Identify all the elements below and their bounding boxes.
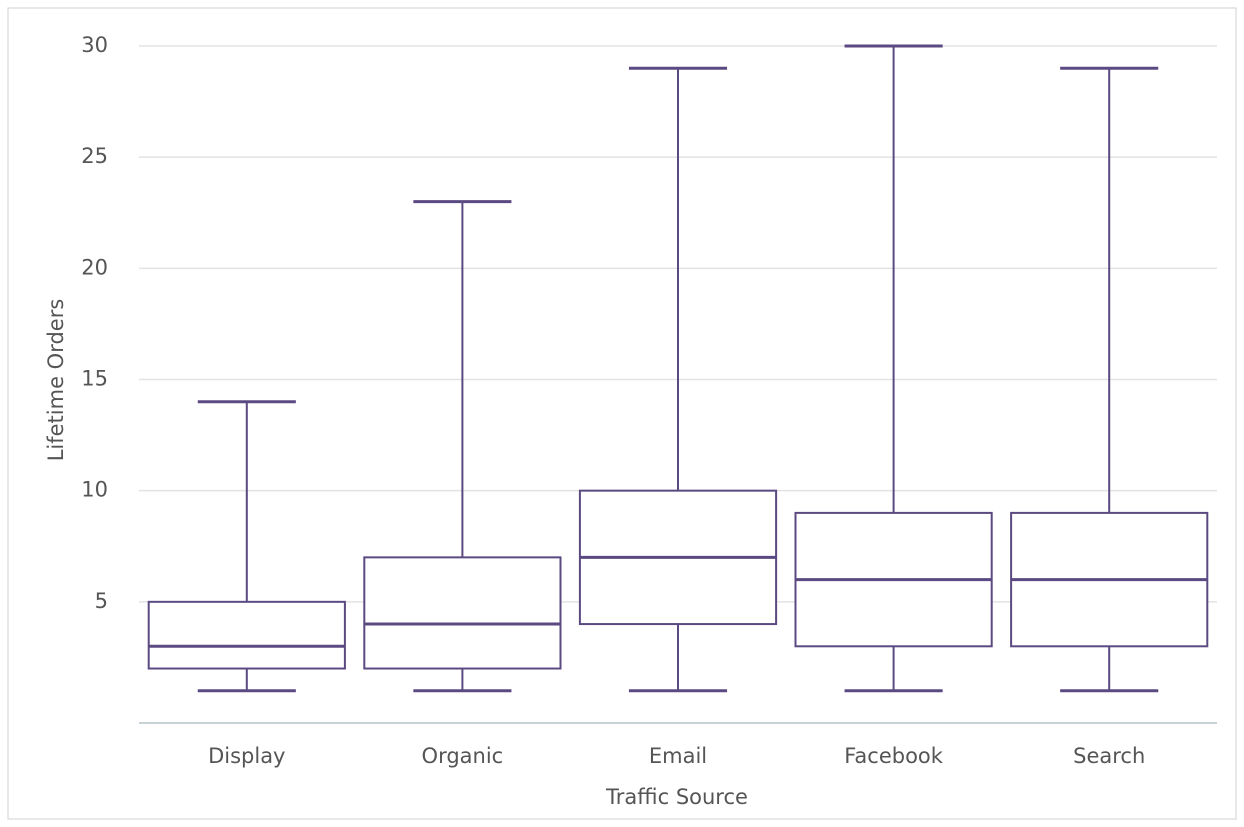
x-tick-label: Display xyxy=(208,744,285,768)
y-tick-label: 25 xyxy=(81,144,108,168)
y-tick-label: 15 xyxy=(81,366,108,390)
x-axis-label: Traffic Source xyxy=(605,785,748,809)
x-tick-label: Email xyxy=(649,744,707,768)
y-tick-label: 5 xyxy=(95,589,108,613)
y-tick-label: 20 xyxy=(81,255,108,279)
box xyxy=(363,556,562,670)
x-tick-label: Search xyxy=(1073,744,1145,768)
y-tick-label: 10 xyxy=(81,478,108,502)
chart-frame xyxy=(7,7,1237,820)
y-axis-label: Lifetime Orders xyxy=(44,299,68,462)
x-tick-label: Facebook xyxy=(844,744,944,768)
box xyxy=(147,600,346,670)
y-tick-label: 30 xyxy=(81,33,108,57)
x-tick-label: Organic xyxy=(422,744,504,768)
